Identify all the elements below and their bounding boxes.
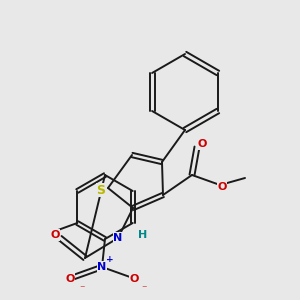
Text: ⁻: ⁻ [79, 284, 85, 294]
Text: +: + [106, 254, 114, 263]
Text: O: O [50, 230, 60, 240]
Text: S: S [97, 184, 106, 196]
Text: O: O [129, 274, 139, 284]
Text: N: N [113, 233, 123, 243]
Text: O: O [217, 182, 227, 192]
Text: N: N [98, 262, 106, 272]
Text: ⁻: ⁻ [141, 284, 147, 294]
Text: O: O [197, 139, 207, 149]
Text: O: O [65, 274, 75, 284]
Text: H: H [138, 230, 148, 240]
